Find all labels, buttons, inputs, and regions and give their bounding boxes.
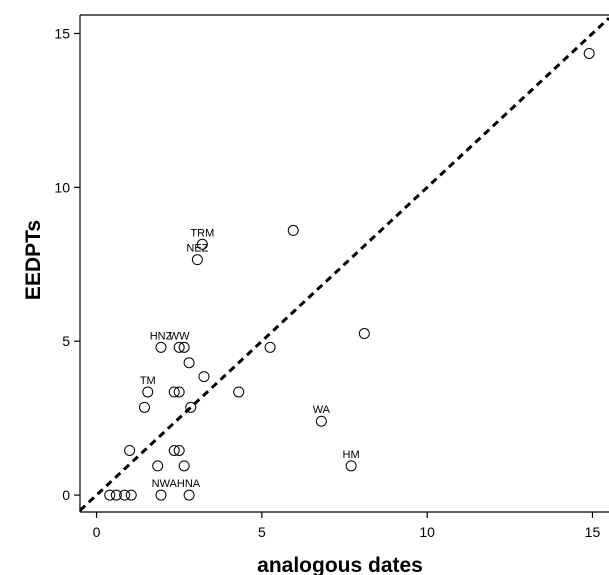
point-label: WW	[169, 330, 190, 342]
x-axis-title: analogous dates	[257, 554, 423, 575]
point-label: NWAHNA	[152, 478, 201, 490]
data-point	[152, 460, 164, 472]
data-points	[104, 47, 595, 501]
point-label: HM	[343, 449, 360, 461]
plot-frame	[79, 14, 609, 513]
data-point	[583, 47, 595, 59]
data-point	[124, 444, 136, 456]
data-point	[183, 489, 195, 501]
data-point	[155, 489, 167, 501]
reference-line-layer	[78, 16, 609, 512]
data-point	[185, 401, 197, 413]
data-point	[168, 386, 180, 398]
y-tick-label: 5	[62, 333, 70, 349]
data-point	[178, 460, 190, 472]
data-point	[168, 444, 180, 456]
x-axis: 0 5 10 15	[93, 512, 601, 540]
y-axis-title: EEDPTs	[22, 220, 45, 300]
data-point	[183, 357, 195, 369]
data-point	[142, 386, 154, 398]
y-axis: 0 5 10 15	[54, 25, 80, 503]
data-point	[173, 444, 185, 456]
data-point	[196, 238, 208, 250]
data-point	[119, 489, 131, 501]
data-point	[173, 386, 185, 398]
point-label: WA	[313, 404, 331, 416]
data-point	[191, 254, 203, 266]
x-tick-label: 0	[93, 524, 101, 540]
data-point	[178, 341, 190, 353]
data-point	[315, 415, 327, 427]
x-tick-label: 5	[258, 524, 266, 540]
point-label: HNZ	[150, 330, 173, 342]
y-tick-label: 0	[62, 487, 70, 503]
data-point	[345, 460, 357, 472]
reference-line	[78, 16, 609, 512]
data-point	[104, 489, 116, 501]
data-point	[138, 401, 150, 413]
point-label: TRM	[190, 227, 214, 239]
data-point	[233, 386, 245, 398]
x-tick-label: 10	[419, 524, 435, 540]
data-point	[287, 224, 299, 236]
data-point	[264, 341, 276, 353]
y-tick-label: 10	[54, 179, 70, 195]
x-tick-label: 15	[585, 524, 601, 540]
y-tick-label: 15	[54, 25, 70, 41]
data-point	[198, 371, 210, 383]
data-point	[173, 341, 185, 353]
data-point	[358, 328, 370, 340]
data-point	[110, 489, 122, 501]
point-label: NEZ	[186, 243, 208, 255]
data-point	[155, 341, 167, 353]
data-point	[125, 489, 137, 501]
point-label: TM	[140, 375, 156, 387]
